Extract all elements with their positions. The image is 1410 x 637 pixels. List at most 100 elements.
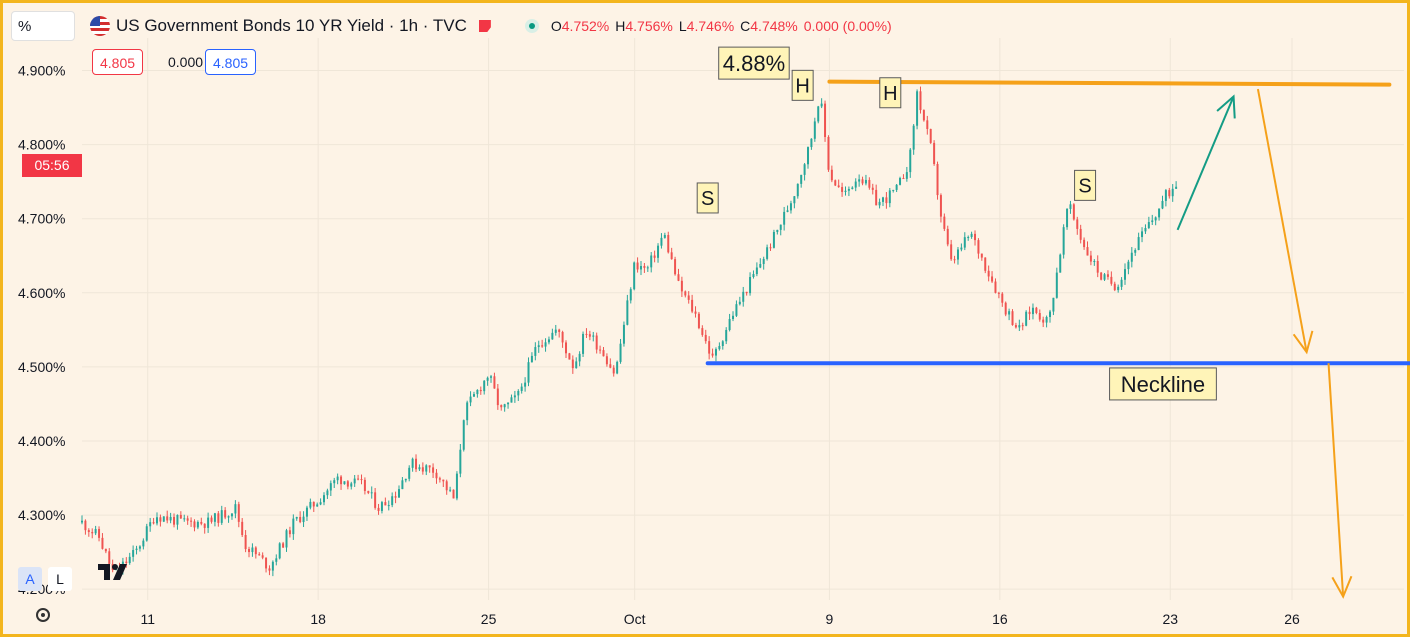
- target-arrow-shaft: [1327, 363, 1345, 597]
- candle-body: [994, 281, 997, 293]
- candle-body: [299, 516, 302, 523]
- peak-label-box: [718, 46, 790, 80]
- candle-body: [953, 259, 956, 261]
- candle-body: [902, 178, 905, 180]
- candle-body: [772, 231, 775, 248]
- candle-body: [394, 496, 397, 498]
- candle-body: [534, 347, 537, 356]
- candle-body: [735, 304, 738, 316]
- candle-body: [762, 258, 765, 265]
- candle-body: [626, 300, 629, 325]
- spread-value: 0.000: [168, 54, 204, 70]
- y-tick-label: 4.300%: [18, 507, 65, 523]
- candle-body: [442, 479, 445, 482]
- axes: 4.900% 4.800% 4.700% 4.600% 4.500% 4.400% 4.30…: [18, 63, 1300, 627]
- candle-body: [312, 501, 315, 507]
- candle-body: [544, 342, 547, 347]
- candle-body: [108, 551, 111, 564]
- right-shoulder-label-box: [1074, 169, 1097, 201]
- bid-box[interactable]: 4.805: [92, 49, 144, 75]
- candle-body: [568, 353, 571, 360]
- left-shoulder-label-text: S: [701, 188, 714, 210]
- candle-body: [350, 483, 353, 487]
- candle-body: [1110, 276, 1113, 284]
- candle-body: [162, 516, 165, 522]
- candle-body: [619, 343, 622, 362]
- candle-body: [530, 355, 533, 363]
- alert-flag-icon[interactable]: [478, 20, 491, 32]
- left-shoulder-label-box: [696, 182, 719, 214]
- candle-body: [292, 518, 295, 535]
- candle-body: [585, 333, 588, 335]
- settings-gear-icon[interactable]: [36, 608, 50, 622]
- candle-body: [1045, 317, 1048, 323]
- auto-scale-button[interactable]: A: [18, 567, 42, 591]
- candle-body: [254, 547, 257, 555]
- candle-body: [261, 555, 264, 558]
- candle-body: [885, 197, 888, 204]
- candle-body: [830, 169, 833, 181]
- candle-body: [776, 229, 779, 232]
- candle-body: [595, 335, 598, 350]
- candle-body: [227, 516, 230, 518]
- candle-body: [796, 183, 799, 197]
- candle-body: [490, 376, 493, 378]
- candle-body: [541, 345, 544, 347]
- candle-body: [302, 516, 305, 523]
- right-shoulder-label-text: S: [1078, 176, 1091, 198]
- candle-body: [520, 386, 523, 391]
- candle-body: [384, 502, 387, 506]
- candle-body: [837, 185, 840, 188]
- candle-body: [149, 522, 152, 527]
- low-value: 4.746%: [686, 18, 735, 34]
- candle-body: [878, 201, 881, 206]
- log-scale-button[interactable]: L: [48, 567, 72, 591]
- candle-body: [104, 548, 107, 552]
- candle-body: [578, 353, 581, 362]
- candle-body: [868, 179, 871, 188]
- candle-body: [87, 530, 90, 533]
- candle-body: [571, 359, 574, 369]
- candle-body: [609, 364, 612, 368]
- candle-body: [91, 532, 94, 534]
- candle-body: [1106, 274, 1109, 277]
- candle-body: [984, 257, 987, 271]
- candle-body: [459, 449, 462, 474]
- bar-countdown-badge: 05:56: [22, 154, 82, 177]
- candle-body: [558, 329, 561, 332]
- candle-body: [377, 507, 380, 511]
- candle-body: [513, 395, 516, 398]
- candle-body: [1062, 227, 1065, 255]
- candle-body: [220, 510, 223, 523]
- candle-body: [1025, 311, 1028, 326]
- candle-body: [357, 478, 360, 480]
- scale-mode-box[interactable]: %: [11, 11, 75, 41]
- candle-body: [881, 197, 884, 202]
- candle-body: [282, 543, 285, 548]
- candle-body: [916, 91, 919, 126]
- candle-body: [1100, 272, 1103, 280]
- candle-body: [380, 502, 383, 511]
- candle-body: [817, 106, 820, 122]
- candle-body: [789, 203, 792, 211]
- close-value: 4.748%: [750, 18, 798, 34]
- candle-body: [861, 179, 864, 184]
- candle-body: [411, 458, 414, 468]
- y-tick-label: 4.500%: [18, 359, 65, 375]
- candle-body: [742, 291, 745, 302]
- candle-body: [84, 520, 87, 531]
- candle-body: [793, 196, 796, 204]
- neckline-label: Neckline: [1109, 367, 1217, 401]
- symbol-title[interactable]: US Government Bonds 10 YR Yield · 1h · T…: [116, 16, 467, 35]
- candle-body: [824, 103, 827, 138]
- candle-body: [732, 315, 735, 320]
- candle-body: [210, 517, 213, 522]
- ask-box[interactable]: 4.805: [205, 49, 257, 75]
- candle-body: [602, 350, 605, 357]
- candle-body: [476, 389, 479, 395]
- candle-body: [237, 504, 240, 522]
- candle-body: [166, 516, 169, 521]
- candle-body: [1038, 313, 1041, 320]
- candle-body: [650, 255, 653, 268]
